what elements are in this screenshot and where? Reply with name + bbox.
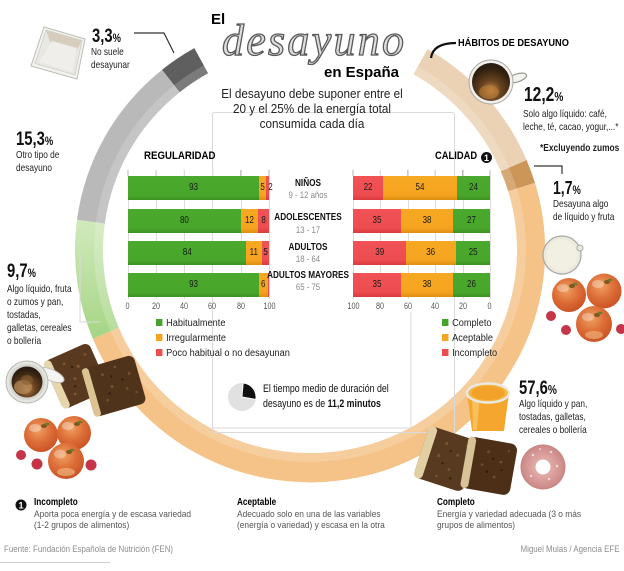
svg-text:desayuno: desayuno [222,16,404,65]
svg-text:1: 1 [484,153,489,163]
svg-text:1: 1 [18,501,23,511]
